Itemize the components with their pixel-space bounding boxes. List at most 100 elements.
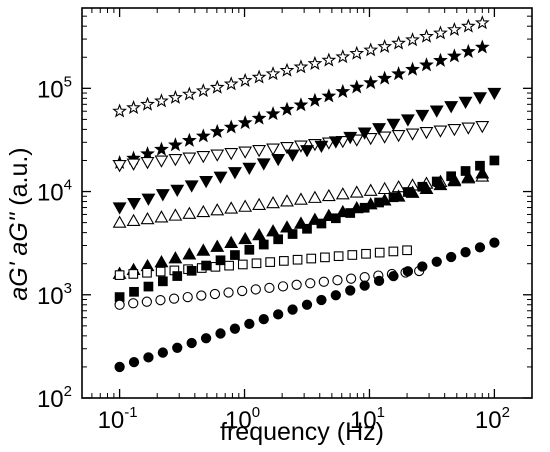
data-point-square-filled [302, 223, 312, 234]
data-point-triangle-down-open [266, 143, 280, 156]
data-point-triangle-down-open [154, 155, 169, 168]
data-point-square-filled [230, 250, 240, 260]
data-point-triangle-up-open [196, 204, 211, 218]
data-point-square-filled [431, 176, 442, 187]
data-point-star-open [181, 86, 197, 101]
data-point-star-open [307, 55, 323, 70]
data-point-square-filled [172, 271, 183, 281]
data-point-square-open [292, 254, 303, 265]
data-point-triangle-up-filled [252, 227, 267, 241]
data-point-star-filled [251, 110, 267, 125]
data-point-square-filled [446, 171, 456, 182]
data-point-triangle-up-open [280, 194, 294, 207]
data-point-triangle-down-open [419, 127, 434, 140]
data-point-triangle-down-filled [444, 101, 459, 114]
data-point-triangle-down-filled [112, 202, 127, 215]
data-point-square-filled [244, 244, 255, 255]
data-point-square-filled [330, 213, 341, 224]
data-point-triangle-down-filled [473, 92, 487, 105]
data-point-star-open [140, 96, 155, 111]
x-tick-label: 10-1 [98, 404, 138, 434]
data-point-square-filled [374, 197, 384, 208]
data-point-triangle-down-open [475, 121, 490, 134]
y-tick-base: 10 [37, 180, 64, 207]
data-point-triangle-down-filled [429, 105, 444, 118]
data-point-square-open [237, 259, 248, 270]
data-point-circle-open [237, 285, 248, 297]
data-point-square-filled [388, 192, 399, 203]
y-tick-exponent: 2 [64, 383, 72, 400]
data-point-star-open [126, 100, 141, 115]
data-point-triangle-down-filled [199, 175, 214, 189]
data-point-triangle-down-open [126, 158, 141, 171]
data-point-triangle-up-open [210, 203, 225, 216]
data-point-star-filled [223, 119, 239, 134]
data-point-circle-filled [345, 285, 356, 296]
data-point-star-open [265, 66, 281, 81]
data-point-triangle-up-filled [224, 235, 239, 248]
data-point-star-open [405, 32, 420, 47]
y-tick-base: 10 [37, 386, 64, 413]
data-point-square-open [306, 253, 317, 264]
data-point-circle-open [250, 284, 261, 295]
data-point-triangle-up-filled [168, 251, 183, 264]
x-tick-label: 100 [225, 404, 260, 434]
data-point-triangle-up-filled [266, 224, 280, 237]
data-point-square-filled [158, 276, 168, 287]
data-point-star-filled [349, 79, 365, 94]
x-tick-exponent: 0 [252, 404, 260, 421]
data-point-triangle-down-filled [141, 193, 156, 206]
data-point-star-open [446, 21, 462, 37]
data-point-triangle-down-filled [155, 189, 170, 202]
data-point-triangle-down-filled [400, 114, 415, 127]
data-point-circle-filled [215, 328, 226, 339]
data-point-star-filled [293, 97, 309, 112]
data-point-circle-open [196, 290, 207, 301]
data-point-square-filled [359, 202, 370, 213]
data-point-star-open [460, 18, 476, 33]
data-point-circle-filled [128, 356, 140, 368]
data-point-square-open [333, 251, 344, 262]
data-point-square-open [320, 252, 330, 263]
x-tick-exponent: -1 [124, 404, 137, 421]
y-axis-title-units: (a.u.) [5, 147, 33, 205]
data-point-circle-open [223, 287, 234, 298]
data-point-triangle-down-filled [372, 123, 387, 136]
data-point-triangle-down-open [447, 124, 462, 137]
data-point-circle-filled [287, 304, 298, 315]
data-point-star-open [237, 72, 253, 87]
data-point-star-filled [140, 146, 155, 161]
data-point-triangle-down-filled [300, 145, 314, 158]
data-point-star-open [419, 28, 434, 43]
data-point-star-filled [405, 61, 420, 76]
data-point-circle-filled [258, 313, 269, 325]
data-point-triangle-up-open [112, 215, 127, 228]
data-point-square-filled [460, 166, 471, 176]
data-point-star-open [363, 42, 379, 57]
data-point-circle-filled [388, 270, 399, 282]
data-point-triangle-down-filled [271, 153, 286, 167]
data-point-triangle-down-open [112, 160, 127, 173]
data-point-square-filled [215, 255, 226, 266]
data-point-triangle-down-filled [328, 136, 343, 149]
data-point-star-filled [168, 137, 183, 152]
data-point-triangle-down-filled [256, 158, 271, 171]
data-point-star-open [335, 49, 351, 64]
data-point-circle-filled [431, 256, 442, 267]
data-point-triangle-up-open [126, 213, 141, 226]
data-point-square-open [114, 270, 125, 280]
data-point-square-open [224, 260, 234, 271]
y-tick-exponent: 3 [64, 280, 72, 297]
data-point-triangle-down-filled [386, 118, 401, 131]
data-point-triangle-up-open [266, 195, 280, 209]
data-point-star-filled [391, 66, 406, 81]
data-point-square-open [388, 246, 399, 257]
data-point-star-filled [237, 115, 253, 130]
data-point-star-filled [279, 101, 295, 116]
data-point-circle-filled [330, 290, 341, 301]
data-point-triangle-down-filled [213, 171, 228, 184]
data-point-triangle-down-open [280, 142, 294, 155]
data-point-triangle-up-open [154, 210, 169, 223]
data-point-triangle-down-open [182, 152, 197, 165]
